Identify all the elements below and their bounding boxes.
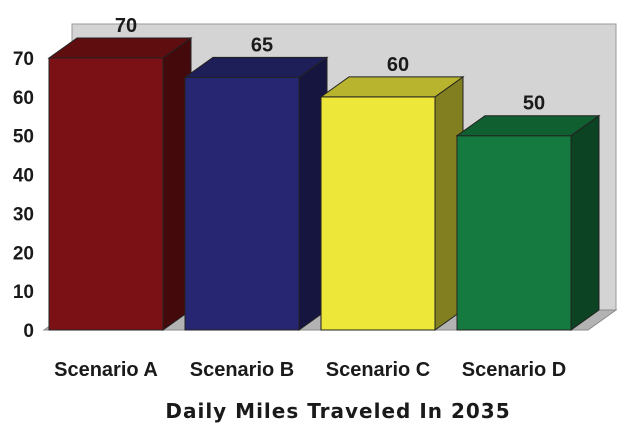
x-tick-label: Scenario D — [462, 359, 566, 381]
bar-top — [47, 37, 193, 59]
data-label: 50 — [523, 93, 545, 115]
y-tick-label: 70 — [13, 49, 34, 70]
bar-top — [455, 115, 601, 137]
bars — [47, 37, 601, 331]
data-label: 60 — [387, 54, 409, 76]
y-tick-label: 30 — [13, 204, 34, 225]
bar — [319, 75, 465, 331]
y-axis: 0 10 20 30 40 50 60 70 — [13, 49, 34, 342]
x-axis: Scenario A Scenario B Scenario C Scenario D — [54, 359, 566, 381]
bar — [47, 37, 193, 331]
y-tick-label: 10 — [13, 282, 34, 303]
bar-front — [456, 135, 572, 331]
bar — [455, 114, 601, 331]
bar — [183, 56, 329, 331]
bar-front — [48, 57, 164, 331]
bar-front — [320, 96, 436, 331]
data-label: 65 — [251, 34, 273, 56]
bar-top — [183, 56, 329, 78]
bar-front — [184, 76, 300, 331]
data-label: 70 — [115, 15, 137, 37]
x-axis-title: Daily Miles Traveled In 2035 — [165, 399, 510, 423]
y-tick-label: 50 — [13, 127, 34, 148]
data-labels: 70 65 60 50 — [115, 15, 545, 115]
x-tick-label: Scenario B — [190, 359, 294, 381]
y-tick-label: 40 — [13, 166, 34, 187]
x-tick-label: Scenario A — [54, 359, 158, 381]
bar-side — [570, 114, 600, 331]
y-tick-label: 0 — [23, 321, 34, 342]
y-tick-label: 20 — [13, 243, 34, 264]
bar-top — [319, 76, 465, 98]
y-tick-label: 60 — [13, 88, 34, 109]
x-tick-label: Scenario C — [326, 359, 430, 381]
